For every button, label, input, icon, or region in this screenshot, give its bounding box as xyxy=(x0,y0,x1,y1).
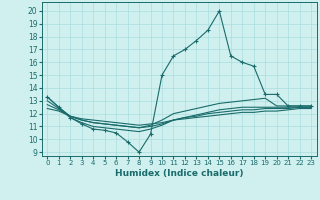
X-axis label: Humidex (Indice chaleur): Humidex (Indice chaleur) xyxy=(115,169,244,178)
